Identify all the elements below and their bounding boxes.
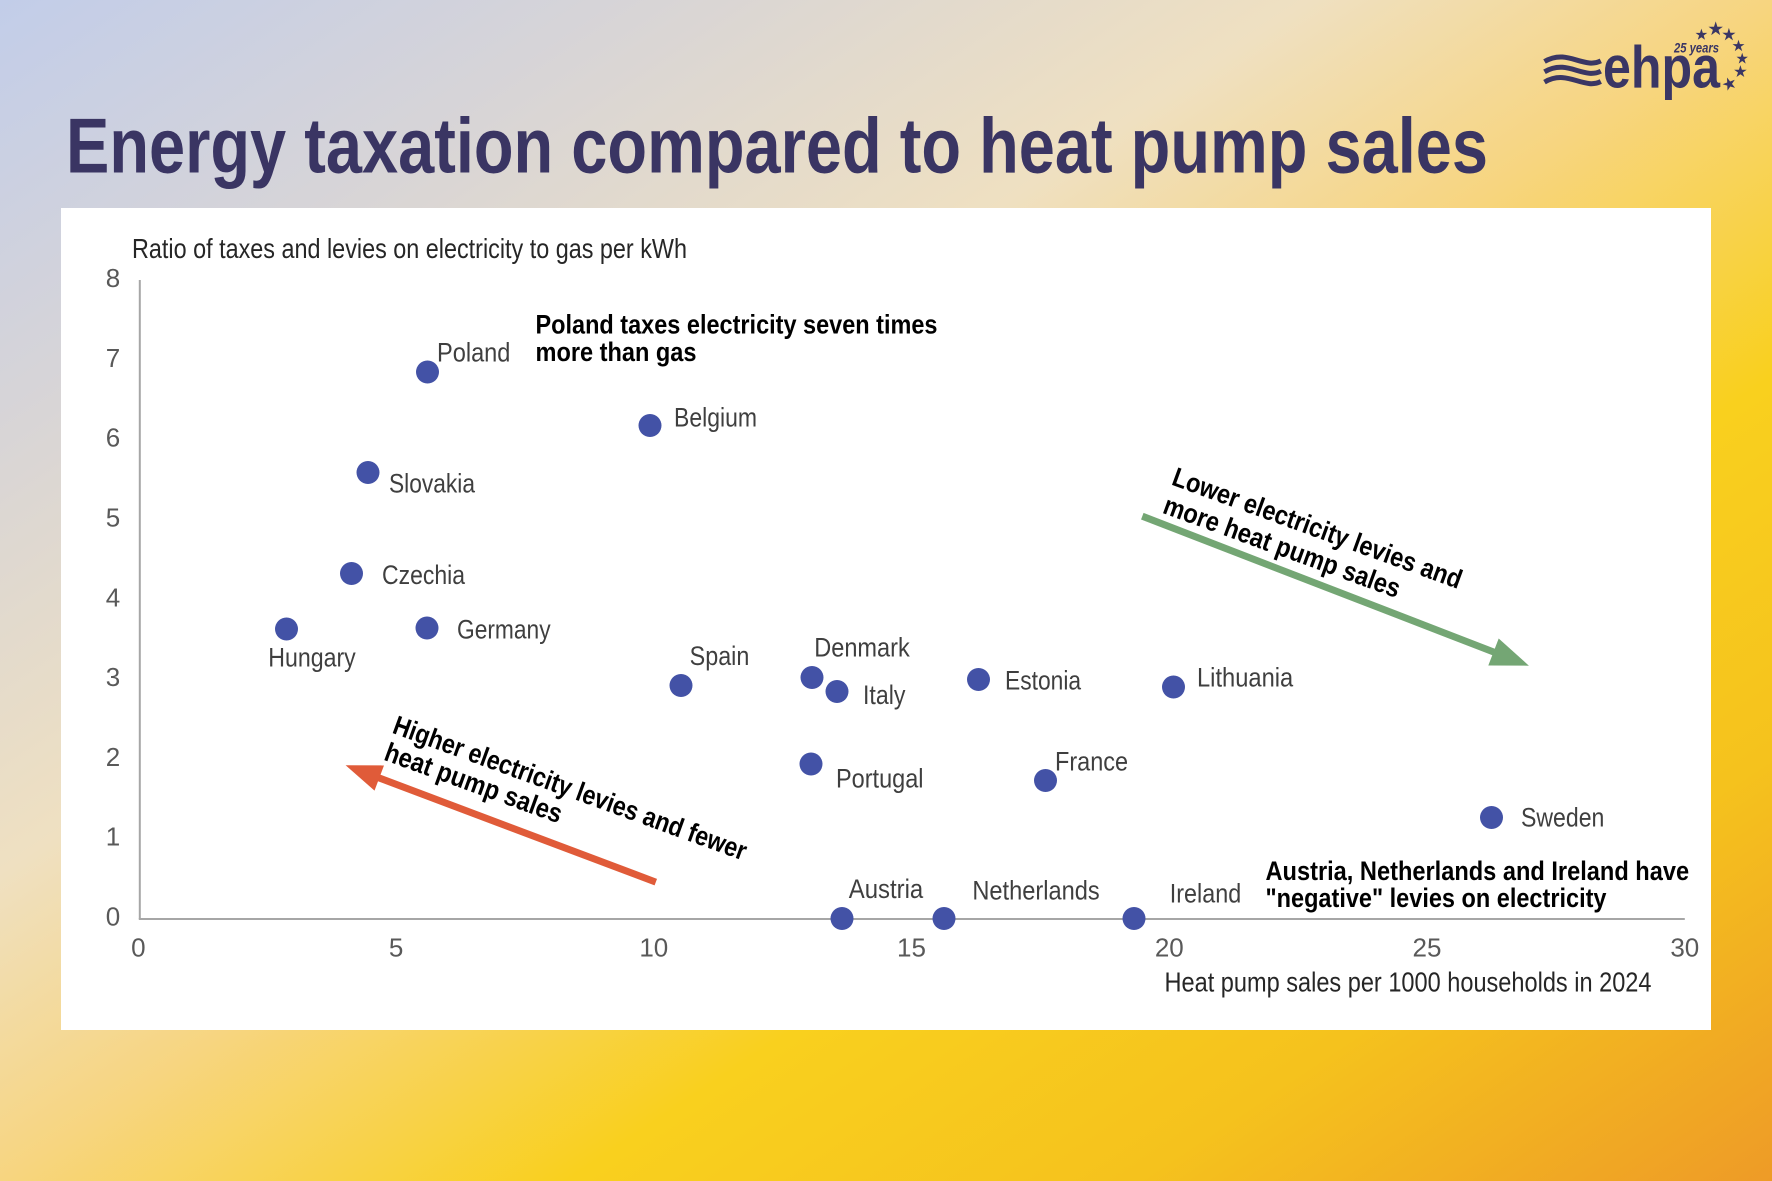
svg-text:15: 15 [897, 933, 926, 963]
svg-text:4: 4 [106, 582, 120, 612]
svg-text:8: 8 [106, 263, 120, 293]
svg-text:Slovakia: Slovakia [389, 469, 476, 499]
svg-text:6: 6 [106, 423, 120, 453]
svg-text:France: France [1055, 747, 1128, 777]
svg-text:3: 3 [106, 662, 120, 692]
svg-text:Ireland: Ireland [1170, 879, 1241, 909]
svg-text:Estonia: Estonia [1005, 666, 1082, 696]
svg-text:Lithuania: Lithuania [1197, 663, 1294, 693]
svg-text:25 years: 25 years [1673, 40, 1719, 56]
svg-text:20: 20 [1155, 933, 1184, 963]
svg-text:ehpa: ehpa [1603, 35, 1721, 101]
svg-text:Portugal: Portugal [836, 764, 924, 794]
svg-text:30: 30 [1670, 933, 1699, 963]
svg-text:Energy taxation compared to he: Energy taxation compared to heat pump sa… [66, 102, 1488, 190]
svg-text:Heat pump sales per 1000 house: Heat pump sales per 1000 households in 2… [1165, 967, 1652, 998]
svg-text:Denmark: Denmark [814, 633, 910, 663]
svg-text:5: 5 [389, 933, 403, 963]
svg-text:7: 7 [106, 343, 120, 373]
svg-text:Hungary: Hungary [268, 643, 356, 673]
svg-text:Sweden: Sweden [1521, 803, 1604, 833]
svg-text:Belgium: Belgium [674, 403, 757, 433]
svg-text:Czechia: Czechia [382, 560, 466, 590]
svg-text:Spain: Spain [690, 641, 750, 671]
svg-text:0: 0 [106, 902, 120, 932]
svg-text:"negative" levies on electrici: "negative" levies on electricity [1266, 883, 1607, 913]
svg-text:Poland: Poland [437, 338, 510, 368]
svg-text:more than gas: more than gas [536, 337, 697, 367]
svg-text:Austria: Austria [849, 874, 924, 904]
svg-text:Italy: Italy [863, 680, 906, 710]
svg-text:0: 0 [131, 933, 145, 963]
svg-text:1: 1 [106, 822, 120, 852]
svg-text:Germany: Germany [457, 615, 551, 645]
svg-text:Netherlands: Netherlands [972, 876, 1099, 906]
svg-text:5: 5 [106, 503, 120, 533]
svg-text:10: 10 [639, 933, 668, 963]
svg-text:Poland taxes electricity seven: Poland taxes electricity seven times [536, 310, 938, 340]
svg-text:Austria, Netherlands and Irela: Austria, Netherlands and Ireland have [1266, 856, 1690, 886]
svg-text:2: 2 [106, 742, 120, 772]
svg-text:25: 25 [1413, 933, 1442, 963]
svg-text:Ratio of taxes and levies on e: Ratio of taxes and levies on electricity… [132, 233, 687, 264]
